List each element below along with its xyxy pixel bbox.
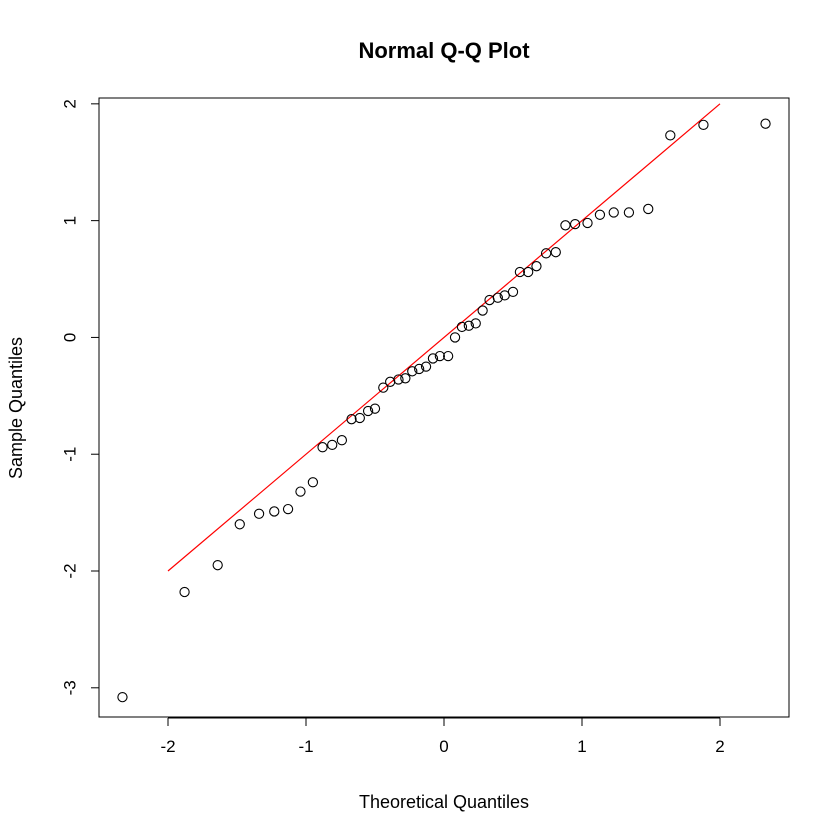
data-point [362,405,374,417]
data-point [560,220,571,231]
data-point [400,373,411,384]
data-point [117,691,128,703]
data-point [760,118,771,129]
data-point [253,508,265,519]
data-point [369,403,381,414]
data-point [179,586,190,598]
data-point [234,519,245,530]
data-point [477,305,488,316]
data-point [212,560,223,571]
data-point [414,363,425,375]
data-point [449,332,461,343]
data-point [282,503,294,515]
qq-reference-line [167,103,721,572]
y-tick-label: 0 [61,333,80,342]
x-tick-label: 1 [577,737,586,756]
data-point [346,414,357,425]
data-point [442,350,454,362]
data-point [523,266,534,278]
x-tick-label: -1 [298,737,313,756]
data-point [623,207,635,218]
data-point [427,353,439,364]
data-point [665,130,676,141]
x-tick-label: 0 [439,737,448,756]
y-tick-label: 1 [61,216,80,225]
chart-title: Normal Q-Q Plot [358,38,530,63]
data-point [354,412,365,424]
data-point [307,477,319,488]
qq-reference-line-layer [167,103,721,572]
data-point [407,366,418,377]
data-point [434,350,446,362]
data-point [608,207,619,218]
data-point [540,248,552,259]
data-point [456,321,468,333]
x-axis: -2 -1 0 1 2 [160,717,725,756]
data-point [463,320,474,331]
data-point [269,506,280,517]
data-point [643,203,654,215]
data-point [698,119,709,131]
y-tick-label: -1 [61,447,80,462]
y-axis: -3 -2 -1 0 1 2 [61,99,100,695]
data-point [393,374,404,385]
data-point [336,435,348,446]
data-point [514,266,526,278]
data-point [569,218,581,230]
data-point [531,261,542,272]
data-point [550,247,561,258]
data-point [295,486,306,497]
data-point [507,286,519,298]
data-point [582,217,593,229]
y-axis-label: Sample Quantiles [6,337,26,479]
data-point [327,439,338,451]
plot-frame [98,97,790,718]
x-axis-label: Theoretical Quantiles [359,792,529,812]
data-point [420,361,432,372]
data-point [378,382,389,393]
data-point [317,442,328,453]
y-tick-label: -3 [61,680,80,695]
data-point [470,318,481,329]
x-tick-label: -2 [160,737,175,756]
x-tick-label: 2 [715,737,724,756]
y-tick-label: 2 [61,99,80,108]
y-tick-label: -2 [61,563,80,578]
points-layer [117,118,771,703]
data-point [594,209,606,220]
data-point [492,292,503,303]
